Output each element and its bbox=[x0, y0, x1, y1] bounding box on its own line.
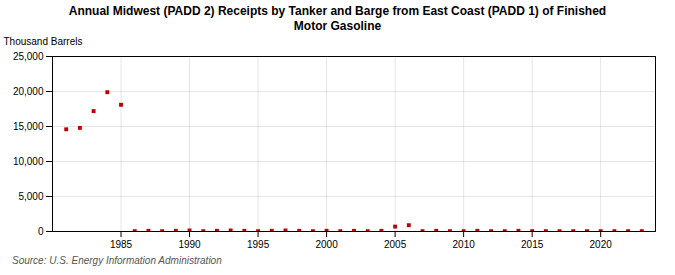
svg-text:10,000: 10,000 bbox=[13, 156, 44, 167]
svg-text:2000: 2000 bbox=[315, 239, 338, 250]
svg-text:1995: 1995 bbox=[247, 239, 270, 250]
svg-text:2010: 2010 bbox=[453, 239, 476, 250]
svg-text:20,000: 20,000 bbox=[13, 86, 44, 97]
svg-text:15,000: 15,000 bbox=[13, 121, 44, 132]
html-text:Source: U.S. Energy Informatio: Source: U.S. Energy Information Administ… bbox=[12, 255, 222, 266]
svg-text:5,000: 5,000 bbox=[18, 191, 43, 202]
svg-text:0: 0 bbox=[38, 226, 44, 237]
svg-text:25,000: 25,000 bbox=[13, 51, 44, 62]
svg-text:2020: 2020 bbox=[590, 239, 613, 250]
svg-text:2015: 2015 bbox=[521, 239, 544, 250]
html-text:Annual Midwest (PADD 2) Receip: Annual Midwest (PADD 2) Receipts by Tank… bbox=[68, 4, 607, 33]
svg-text:2005: 2005 bbox=[384, 239, 407, 250]
svg-text:1990: 1990 bbox=[178, 239, 201, 250]
svg-text:Thousand Barrels: Thousand Barrels bbox=[4, 36, 83, 47]
svg-text:1985: 1985 bbox=[110, 239, 133, 250]
